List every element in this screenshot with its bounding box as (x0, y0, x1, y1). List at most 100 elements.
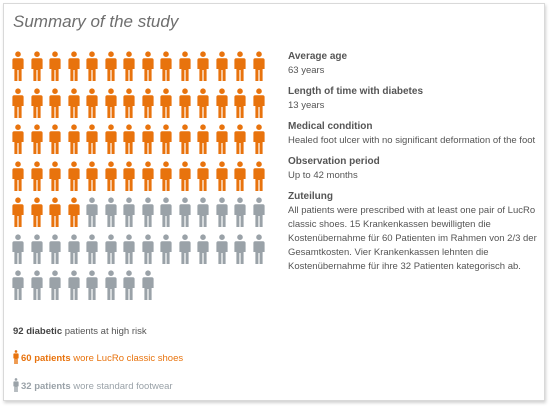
person-icon (104, 197, 117, 227)
person-icon (123, 87, 135, 118)
legend-total-strong: 92 diabetic (13, 326, 63, 337)
person-icon (234, 233, 246, 264)
info-value: 63 years (288, 65, 325, 76)
person-icon (197, 51, 209, 81)
person-icon (178, 197, 191, 227)
person-icon (141, 233, 154, 264)
person-icon (30, 270, 43, 300)
person-icon (252, 160, 265, 191)
person-icon (178, 124, 191, 154)
person-icon (252, 197, 265, 227)
info-label: Zuteilung (288, 191, 333, 202)
person-icon (86, 270, 98, 300)
person-icon (160, 233, 172, 264)
pictogram-grid (12, 51, 272, 311)
legend-standard-strong: 32 patients (21, 381, 71, 392)
person-icon (141, 87, 154, 118)
person-icon (215, 124, 228, 154)
person-icon (123, 160, 135, 191)
study-info-list: Average age 63 years Length of time with d… (288, 50, 548, 281)
person-icon (12, 87, 24, 118)
person-icon (12, 233, 24, 264)
person-icon (12, 124, 24, 154)
person-icon (141, 51, 154, 81)
person-icon (30, 160, 43, 191)
info-value: Healed foot ulcer with no significant de… (288, 135, 536, 146)
person-icon (252, 124, 265, 154)
legend-treated-strong: 60 patients (21, 353, 71, 364)
person-icon (49, 233, 61, 264)
person-icon (12, 160, 24, 191)
person-icon (13, 350, 19, 364)
person-icon (234, 87, 246, 118)
info-value: All patients were prescribed with at lea… (288, 205, 537, 272)
person-icon (141, 160, 154, 191)
person-icon (67, 197, 80, 227)
person-icon (178, 87, 191, 118)
person-icon (49, 160, 61, 191)
info-value: 13 years (288, 100, 325, 111)
person-icon (86, 233, 98, 264)
person-icon (197, 197, 209, 227)
person-icon (197, 233, 209, 264)
person-icon (252, 51, 265, 81)
person-icon (104, 51, 117, 81)
legend-standard-text: wore standard footwear (70, 381, 173, 392)
person-icon (12, 51, 24, 81)
person-icon (197, 124, 209, 154)
info-label: Average age (288, 51, 348, 62)
legend-total-text: patients at high risk (62, 326, 147, 337)
page-title: Summary of the study (13, 12, 179, 31)
person-icon (252, 87, 265, 118)
person-icon (234, 197, 246, 227)
info-label: Observation period (288, 156, 380, 167)
person-icon (141, 124, 154, 154)
person-icon (67, 233, 80, 264)
legend-standard: 32 patients wore standard footwear (13, 378, 173, 392)
person-icon (49, 197, 61, 227)
person-icon (104, 160, 117, 191)
person-icon (215, 233, 228, 264)
legend-treated-text: wore LucRo classic shoes (70, 353, 184, 364)
person-icon (123, 51, 135, 81)
person-icon (104, 233, 117, 264)
person-icon (123, 197, 135, 227)
person-icon (86, 124, 98, 154)
info-item: Medical condition Healed foot ulcer with … (288, 120, 548, 148)
info-label: Medical condition (288, 121, 373, 132)
person-icon (197, 160, 209, 191)
info-item: Zuteilung All patients were prescribed wi… (288, 190, 548, 274)
person-icon (104, 124, 117, 154)
info-label: Length of time with diabetes (288, 86, 424, 97)
person-icon (160, 160, 172, 191)
person-icon (123, 270, 135, 300)
info-item: Average age 63 years (288, 50, 548, 78)
person-icon (30, 51, 43, 81)
person-icon (49, 87, 61, 118)
person-icon (30, 87, 43, 118)
person-icon (86, 160, 98, 191)
person-icon (252, 233, 265, 264)
person-icon (49, 124, 61, 154)
person-icon (215, 197, 228, 227)
person-icon (160, 197, 172, 227)
person-icon (67, 124, 80, 154)
person-icon (30, 233, 43, 264)
person-icon (234, 51, 246, 81)
person-icon (197, 87, 209, 118)
person-icon (160, 51, 172, 81)
person-icon (67, 51, 80, 81)
person-icon (178, 233, 191, 264)
person-icon (86, 51, 98, 81)
person-icon (13, 378, 19, 392)
person-icon (30, 197, 43, 227)
person-icon (160, 87, 172, 118)
person-icon (178, 160, 191, 191)
person-icon (234, 124, 246, 154)
person-icon (234, 160, 246, 191)
info-value: Up to 42 months (288, 170, 358, 181)
person-icon (12, 270, 24, 300)
person-icon (86, 87, 98, 118)
person-icon (67, 160, 80, 191)
legend-treated: 60 patients wore LucRo classic shoes (13, 350, 183, 364)
